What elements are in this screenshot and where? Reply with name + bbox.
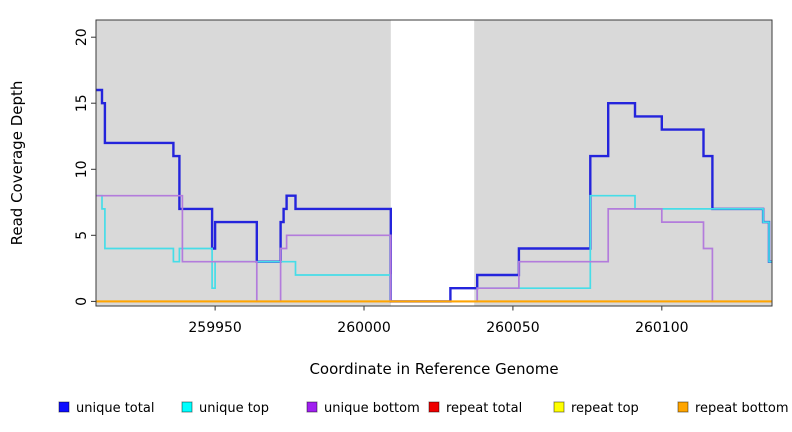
- legend-swatch-repeat-total: [428, 401, 440, 413]
- legend-swatch-unique-total: [58, 401, 70, 413]
- legend-swatch-repeat-top: [553, 401, 565, 413]
- highlight-band: [390, 20, 475, 306]
- x-axis-title: Coordinate in Reference Genome: [309, 360, 558, 378]
- series-unique-top: [96, 194, 772, 303]
- x-tick-label: 260000: [337, 320, 390, 336]
- chart-generated-content: 259950 260000 260050 260100 0 5 10 15 20 unique t…: [58, 19, 789, 416]
- legend-label-unique-total: unique total: [76, 401, 154, 416]
- legend: unique total unique top unique bottom repea…: [58, 401, 789, 416]
- y-axis-title: Read Coverage Depth: [8, 81, 26, 246]
- legend-swatch-unique-bottom: [306, 401, 318, 413]
- legend-label-unique-bottom: unique bottom: [324, 401, 420, 416]
- legend-label-repeat-bottom: repeat bottom: [695, 401, 789, 416]
- x-tick-label: 259950: [188, 320, 241, 336]
- plot-border: [95, 19, 773, 307]
- x-tick-label: 260100: [635, 320, 688, 336]
- legend-label-repeat-top: repeat top: [571, 401, 639, 416]
- y-tick-label: 0: [74, 297, 90, 306]
- y-tick-label: 10: [74, 160, 90, 178]
- legend-label-repeat-total: repeat total: [446, 401, 522, 416]
- y-tick-label: 15: [74, 94, 90, 112]
- series-unique-bottom: [96, 194, 772, 303]
- legend-label-unique-top: unique top: [199, 401, 269, 416]
- series-group: [96, 88, 772, 303]
- legend-swatch-unique-top: [181, 401, 193, 413]
- x-tick-label: 260050: [486, 320, 539, 336]
- legend-swatch-repeat-bottom: [677, 401, 689, 413]
- y-tick-label: 5: [74, 231, 90, 240]
- y-tick-label: 20: [74, 28, 90, 46]
